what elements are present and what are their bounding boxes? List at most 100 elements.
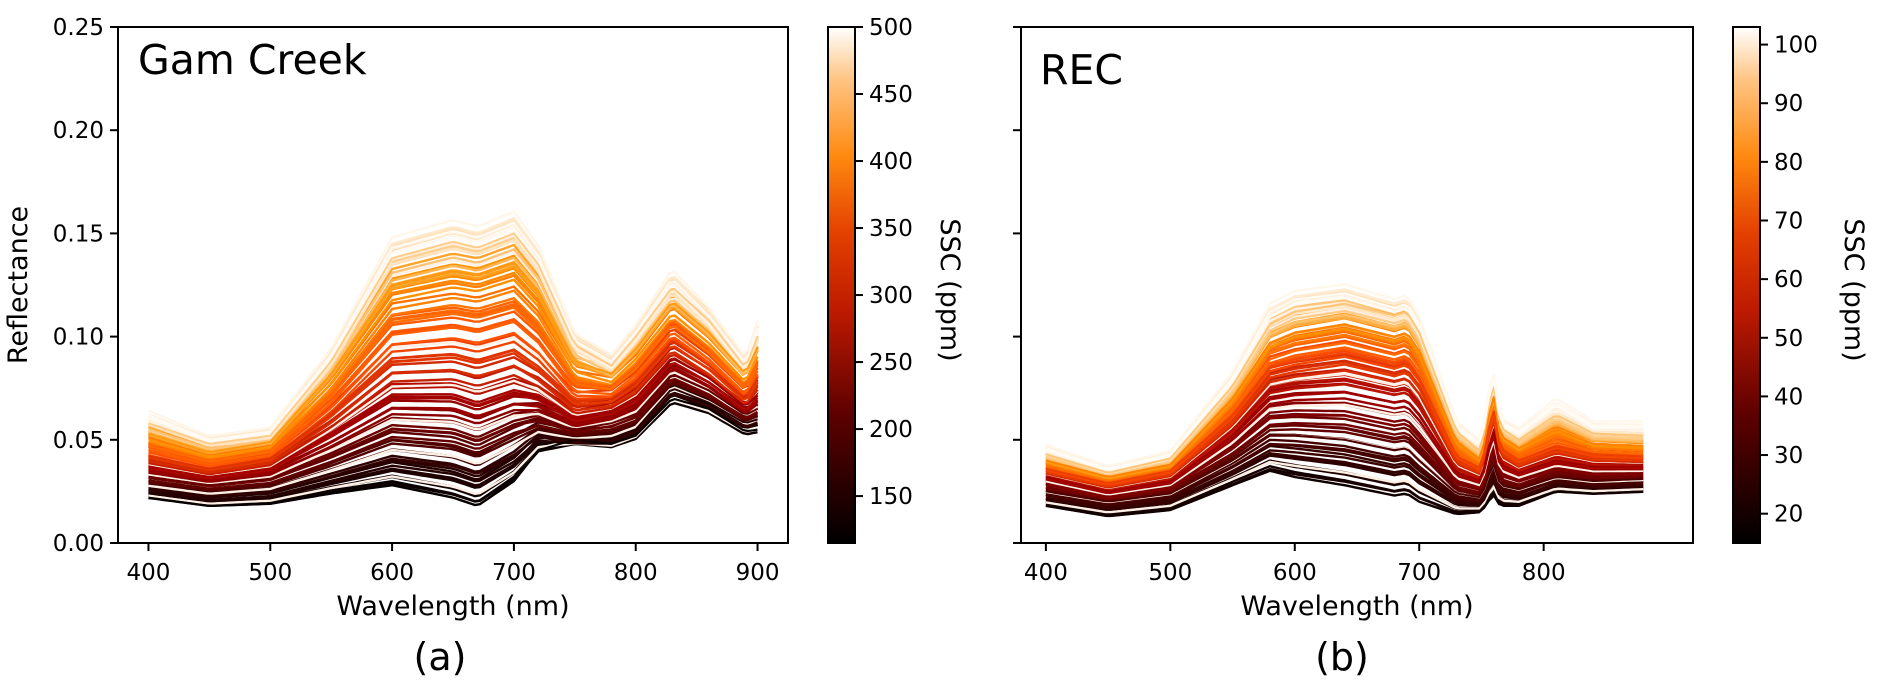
annotation-a: Gam Creek — [138, 36, 367, 84]
x-ticks-b: 400 500 600 700 800 — [1024, 543, 1566, 586]
spectrum-line — [148, 381, 759, 490]
series-group-a — [148, 210, 759, 508]
colorbar-tick-label: 90 — [1774, 91, 1803, 117]
series-line — [148, 341, 759, 470]
spectrum-line — [1045, 460, 1644, 514]
spectrum-line — [148, 386, 758, 495]
series-line — [1045, 302, 1644, 474]
spectrum-line — [148, 366, 759, 482]
series-line — [1045, 469, 1644, 517]
x-tick-label: 600 — [370, 560, 414, 586]
y-ticks-b — [1013, 26, 1021, 544]
colorbar-b — [1732, 26, 1761, 544]
colorbar-a — [827, 26, 856, 544]
spectrum-line — [1045, 403, 1644, 496]
colorbar-tick-label: 30 — [1774, 443, 1803, 469]
spectrum-line — [1045, 309, 1644, 476]
spectrum-line — [148, 210, 759, 438]
colorbar-tick-label: 400 — [869, 149, 913, 175]
series-line — [148, 304, 759, 462]
series-line — [148, 221, 759, 441]
spectrum-line — [1045, 355, 1644, 486]
spectrum-line — [1045, 296, 1644, 471]
series-line — [1045, 434, 1644, 503]
series-line — [148, 357, 759, 478]
panel-a: 400 500 600 700 800 900 0.000.050.100.150.200… — [3, 15, 965, 679]
x-tick-label: 500 — [248, 560, 292, 586]
x-tick-label: 500 — [1148, 560, 1192, 586]
x-axis-label-a: Wavelength (nm) — [336, 591, 569, 622]
spectrum-line — [148, 351, 759, 474]
series-line — [148, 373, 758, 487]
y-tick-label: 0.15 — [53, 221, 104, 247]
y-tick-label: 0.10 — [53, 325, 104, 351]
series-line — [148, 261, 759, 453]
plot-frame-b — [1020, 26, 1694, 544]
spectrum-line — [148, 320, 759, 466]
colorbar-tick-label: 40 — [1774, 384, 1803, 410]
colorbar-tick-label: 50 — [1774, 326, 1803, 352]
x-tick-label: 800 — [614, 560, 658, 586]
spectrum-line — [1045, 363, 1644, 488]
colorbar-tick-label: 20 — [1774, 502, 1803, 528]
spectrum-line — [1045, 383, 1644, 492]
colorbar-ticks-a: 150 200 250 300 350 400 450 500 — [855, 15, 913, 510]
colorbar-tick-label: 150 — [869, 484, 913, 510]
spectrum-line — [1045, 414, 1644, 499]
colorbar-tick-label: 450 — [869, 82, 913, 108]
spectrum-line — [148, 394, 758, 502]
colorbar-tick-label: 300 — [869, 283, 913, 309]
spectrum-line — [148, 289, 759, 460]
spectrum-line — [1045, 283, 1644, 467]
series-group-b — [1045, 283, 1644, 518]
spectrum-line — [148, 216, 759, 440]
colorbar-label-b: SSC (ppm) — [1838, 218, 1869, 361]
spectrum-line — [148, 328, 759, 465]
series-line — [148, 398, 758, 507]
colorbar-ticks-b: 20 30 40 50 60 70 80 90 100 — [1760, 33, 1818, 528]
x-tick-label: 600 — [1273, 560, 1317, 586]
spectrum-line — [148, 227, 759, 443]
series-line — [1045, 323, 1644, 478]
colorbar-tick-label: 500 — [869, 15, 913, 41]
colorbar-tick-label: 200 — [869, 417, 913, 443]
spectrum-line — [148, 238, 759, 447]
colorbar-tick-label: 60 — [1774, 267, 1803, 293]
spectrum-line — [148, 306, 759, 463]
x-tick-label: 700 — [492, 560, 536, 586]
x-tick-label: 400 — [127, 560, 171, 586]
plot-frame-a — [117, 26, 789, 544]
colorbar-tick-label: 80 — [1774, 150, 1803, 176]
spectrum-line — [148, 371, 759, 485]
spectrum-line — [1045, 449, 1644, 509]
spectrum-line — [148, 353, 759, 476]
annotation-b: REC — [1040, 46, 1123, 94]
x-axis-label-b: Wavelength (nm) — [1240, 591, 1473, 622]
x-tick-label: 800 — [1522, 560, 1566, 586]
series-line — [1045, 391, 1644, 493]
spectrum-line — [1045, 341, 1644, 483]
spectrum-line — [1045, 442, 1644, 507]
spectrum-line — [1045, 369, 1644, 489]
spectrum-line — [148, 368, 759, 483]
y-ticks-a: 0.00 0.05 0.10 0.15 0.20 0.25 — [53, 15, 118, 557]
y-tick-label: 0.05 — [53, 428, 104, 454]
colorbar-label-a: SSC (ppm) — [934, 218, 965, 361]
series-line — [148, 388, 758, 499]
y-axis-label-a: Reflectance — [3, 206, 34, 364]
x-tick-label: 400 — [1024, 560, 1068, 586]
panel-label-b: (b) — [1315, 635, 1369, 679]
y-tick-label: 0.20 — [53, 118, 104, 144]
spectrum-line — [1045, 421, 1644, 501]
spectrum-line — [148, 331, 759, 468]
x-ticks-a: 400 500 600 700 800 900 — [127, 543, 779, 586]
colorbar-tick-label: 100 — [1774, 33, 1818, 59]
panel-label-a: (a) — [414, 635, 467, 679]
y-tick-label: 0.25 — [53, 15, 104, 41]
spectrum-line — [148, 247, 759, 450]
spectrum-line — [148, 278, 759, 458]
panel-b: 400 500 600 700 800 REC Wavelength (nm) (b) … — [1013, 26, 1869, 679]
y-tick-label: 0.00 — [53, 531, 104, 557]
series-line — [148, 232, 759, 445]
